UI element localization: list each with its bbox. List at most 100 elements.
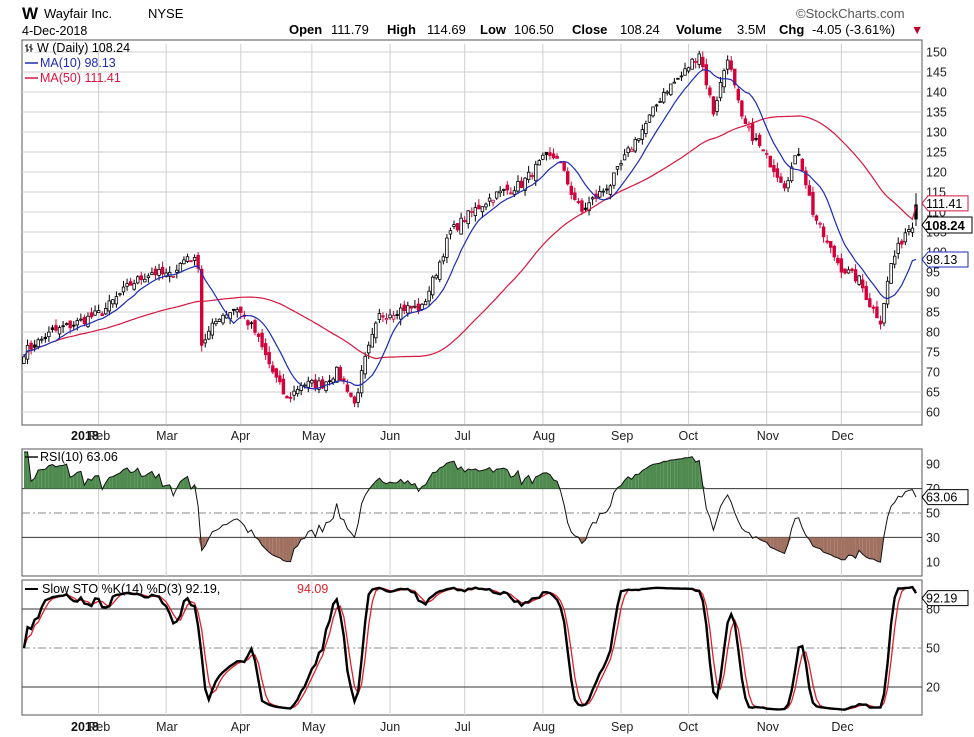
candle-body <box>271 365 275 373</box>
candle-body <box>612 172 616 186</box>
candle-body <box>420 303 424 310</box>
rsi-overbought-fill <box>489 467 494 489</box>
rsi-overbought-fill <box>116 472 120 489</box>
rsi-oversold-fill <box>283 537 287 562</box>
rsi-overbought-fill <box>478 470 483 489</box>
low-value: 106.50 <box>514 22 554 37</box>
rsi-line <box>24 451 917 563</box>
candle-body <box>868 298 872 308</box>
price-tag: 108.24 <box>921 216 973 234</box>
candle-body <box>246 320 250 326</box>
candle-legend-icon <box>25 44 33 52</box>
candle-body <box>349 392 353 397</box>
candle-body <box>797 153 801 156</box>
rsi-oversold-fill <box>265 537 270 553</box>
month-label: Oct <box>679 720 699 734</box>
rsi-overbought-fill <box>173 488 177 489</box>
candle-body <box>452 224 456 227</box>
rsi-overbought-fill <box>468 469 472 489</box>
quote-bar: Open 111.79 High 114.69 Low 106.50 Close… <box>289 22 923 37</box>
candle-body <box>818 222 822 225</box>
rsi-overbought-fill <box>123 468 128 489</box>
candle-body <box>267 352 271 365</box>
candle-body <box>249 322 254 325</box>
rsi-oversold-fill <box>869 537 874 560</box>
rsi-overbought-fill <box>677 458 682 489</box>
candle-body <box>281 378 286 395</box>
candle-body <box>875 306 879 319</box>
candle-body <box>50 327 55 330</box>
candle-body <box>608 185 613 195</box>
candle-body <box>516 181 520 192</box>
rsi-overbought-fill <box>141 475 145 489</box>
candle-body <box>907 229 911 232</box>
rsi-overbought-fill <box>503 468 508 489</box>
candle-body <box>381 315 385 318</box>
candle-body <box>157 269 161 276</box>
candle-body <box>306 380 311 388</box>
price-tick-label: 75 <box>926 346 940 360</box>
candle-body <box>512 190 517 195</box>
rsi-overbought-fill <box>41 469 46 489</box>
candle-body <box>661 92 666 103</box>
open-value: 111.79 <box>331 22 369 37</box>
rsi-overbought-fill <box>642 468 646 489</box>
candle-body <box>303 384 307 387</box>
candle-body <box>576 201 581 203</box>
candle-body <box>118 293 122 296</box>
month-label: Apr <box>231 429 250 443</box>
rsi-overbought-fill <box>496 468 501 489</box>
candle-body <box>313 379 318 389</box>
price-tag-box <box>921 216 973 234</box>
candle-body <box>605 188 609 191</box>
sto-tag: 92.19 <box>921 590 969 607</box>
candle-body <box>665 91 669 94</box>
candle-body <box>111 299 115 305</box>
candle-body <box>555 155 559 159</box>
high-value: 114.69 <box>427 22 466 37</box>
candle-body <box>548 152 552 156</box>
rsi-overbought-fill <box>45 465 49 489</box>
candle-body <box>395 314 399 316</box>
candle-body <box>178 263 183 273</box>
candle-body <box>804 170 808 186</box>
rsi-overbought-fill <box>546 472 550 489</box>
rsi-oversold-fill <box>784 537 789 554</box>
candle-body <box>345 384 350 392</box>
rsi-overbought-fill <box>649 464 654 489</box>
candle-body <box>317 380 321 390</box>
month-label: Nov <box>757 429 780 443</box>
ma10-tag: 98.13 <box>921 251 969 268</box>
candle-body <box>455 223 460 231</box>
candle-body <box>647 114 652 123</box>
rsi-overbought-fill <box>400 479 405 489</box>
rsi-overbought-fill <box>52 464 56 489</box>
month-label: May <box>302 720 326 734</box>
volume-value: 3.5M <box>737 22 766 37</box>
rsi-oversold-fill <box>830 537 835 557</box>
rsi-overbought-fill <box>674 459 678 489</box>
price-tick-label: 60 <box>926 406 940 420</box>
candle-body <box>821 226 826 238</box>
price-tick-label: 90 <box>926 286 940 300</box>
rsi-overbought-fill <box>59 465 64 489</box>
price-candles <box>22 50 918 408</box>
candle-body <box>160 267 165 275</box>
candle-body <box>427 290 431 302</box>
rsi-overbought-fill <box>450 461 455 489</box>
candle-body <box>356 392 360 403</box>
candle-body <box>839 258 844 273</box>
candle-body <box>295 389 300 395</box>
rsi-oversold-fill <box>841 537 845 560</box>
rsi-overbought-fill <box>670 459 675 489</box>
rsi-overbought-fill <box>446 462 451 489</box>
candle-body <box>256 333 261 337</box>
candle-body <box>402 304 406 311</box>
candle-body <box>335 366 339 383</box>
candle-body <box>509 192 513 195</box>
candle-body <box>484 203 488 208</box>
candle-body <box>619 163 623 166</box>
rsi-oversold-fill <box>834 537 838 558</box>
candle-body <box>601 190 605 193</box>
